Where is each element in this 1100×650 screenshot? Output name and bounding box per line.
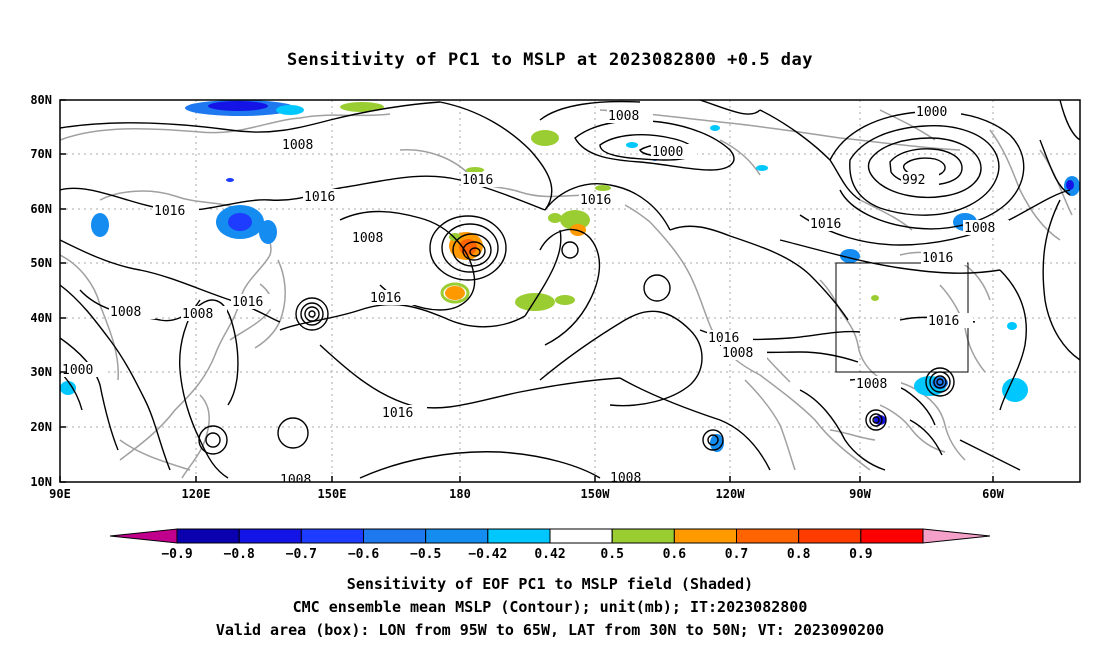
svg-text:1016: 1016 [370, 291, 401, 306]
shaded-sensitivity [60, 100, 1080, 452]
svg-text:1008: 1008 [280, 473, 311, 488]
colorbar-segment [922, 528, 991, 544]
colorbar-label: −0.42 [468, 547, 507, 562]
svg-text:1016: 1016 [708, 331, 739, 346]
colorbar-label: 0.42 [534, 547, 565, 562]
colorbar-segment [673, 528, 737, 544]
svg-text:1008: 1008 [856, 377, 887, 392]
svg-text:1000: 1000 [916, 105, 947, 120]
colorbar-label: 0.9 [849, 547, 872, 562]
svg-text:992: 992 [902, 173, 925, 188]
colorbar-segment [176, 528, 240, 544]
caption-line-3: Valid area (box): LON from 95W to 65W, L… [215, 621, 885, 639]
colorbar-segment [109, 528, 178, 544]
latitude-labels: 80N 70N 60N 50N 40N 30N 20N 10N [30, 93, 52, 489]
map-background [60, 100, 1080, 482]
svg-text:1008: 1008 [182, 307, 213, 322]
colorbar-segment [736, 528, 800, 544]
svg-text:1008: 1008 [110, 305, 141, 320]
svg-text:1016: 1016 [154, 204, 185, 219]
svg-text:1016: 1016 [462, 173, 493, 188]
colorbar-segment [860, 528, 924, 544]
caption: Sensitivity of EOF PC1 to MSLP field (Sh… [0, 573, 1100, 642]
caption-line-2: CMC ensemble mean MSLP (Contour); unit(m… [292, 598, 808, 616]
lat-label: 70N [30, 147, 52, 161]
svg-text:1016: 1016 [810, 217, 841, 232]
svg-text:1016: 1016 [928, 314, 959, 329]
svg-text:1008: 1008 [352, 231, 383, 246]
colorbar-label: 0.8 [787, 547, 811, 562]
colorbar-label: 0.7 [725, 547, 748, 562]
lat-label: 20N [30, 420, 52, 434]
svg-text:1016: 1016 [922, 251, 953, 266]
colorbar-label: −0.7 [286, 547, 317, 562]
lat-label: 40N [30, 311, 52, 325]
longitude-labels: 90E 120E 150E 180 150W 120W 90W 60W [49, 487, 1004, 501]
lat-label: 10N [30, 475, 52, 489]
lon-label: 150W [581, 487, 611, 501]
colorbar-segment [611, 528, 675, 544]
map-title: Sensitivity of PC1 to MSLP at 2023082800… [286, 50, 813, 70]
svg-text:1000: 1000 [62, 363, 93, 378]
lat-label: 50N [30, 256, 52, 270]
lat-label: 80N [30, 93, 52, 107]
caption-line-1: Sensitivity of EOF PC1 to MSLP field (Sh… [346, 575, 754, 593]
svg-text:1008: 1008 [722, 346, 753, 361]
lon-label: 180 [449, 487, 471, 501]
svg-text:1016: 1016 [304, 190, 335, 205]
lat-label: 60N [30, 202, 52, 216]
colorbar-segment [363, 528, 427, 544]
svg-text:1008: 1008 [608, 109, 639, 124]
svg-text:1008: 1008 [964, 221, 995, 236]
lon-label: 60W [982, 487, 1004, 501]
colorbar-segment [487, 528, 551, 544]
lon-label: 90E [49, 487, 71, 501]
colorbar-label: −0.6 [348, 547, 379, 562]
lon-label: 90W [849, 487, 871, 501]
colorbar-segment [798, 528, 862, 544]
lon-label: 150E [318, 487, 347, 501]
map-frame [59, 99, 1081, 483]
axis-ticks [59, 99, 994, 483]
svg-text:1000: 1000 [652, 145, 683, 160]
colorbar-segment [549, 528, 613, 544]
colorbar-label: −0.5 [410, 547, 441, 562]
svg-text:1008: 1008 [282, 138, 313, 153]
colorbar-label: −0.8 [224, 547, 255, 562]
lat-label: 30N [30, 365, 52, 379]
lon-label: 120E [182, 487, 211, 501]
colorbar-segment [425, 528, 489, 544]
svg-text:1016: 1016 [580, 193, 611, 208]
colorbar-label: −0.9 [161, 547, 192, 562]
svg-text:1016: 1016 [232, 295, 263, 310]
lon-label: 120W [716, 487, 746, 501]
svg-text:1008: 1008 [610, 471, 641, 486]
colorbar-label: 0.6 [663, 547, 687, 562]
colorbar-segment [300, 528, 365, 544]
svg-text:1016: 1016 [382, 406, 413, 421]
contour-labels: 1008 1016 1016 1008 1016 1016 1016 1008 … [61, 104, 1009, 488]
colorbar-segment [238, 528, 302, 544]
colorbar-label: 0.5 [600, 547, 623, 562]
low-centers [198, 215, 955, 455]
colorbar: −0.9 −0.8 −0.7 −0.6 −0.5 −0.42 0.42 0.5 0.6 0.7 0.… [109, 528, 991, 562]
